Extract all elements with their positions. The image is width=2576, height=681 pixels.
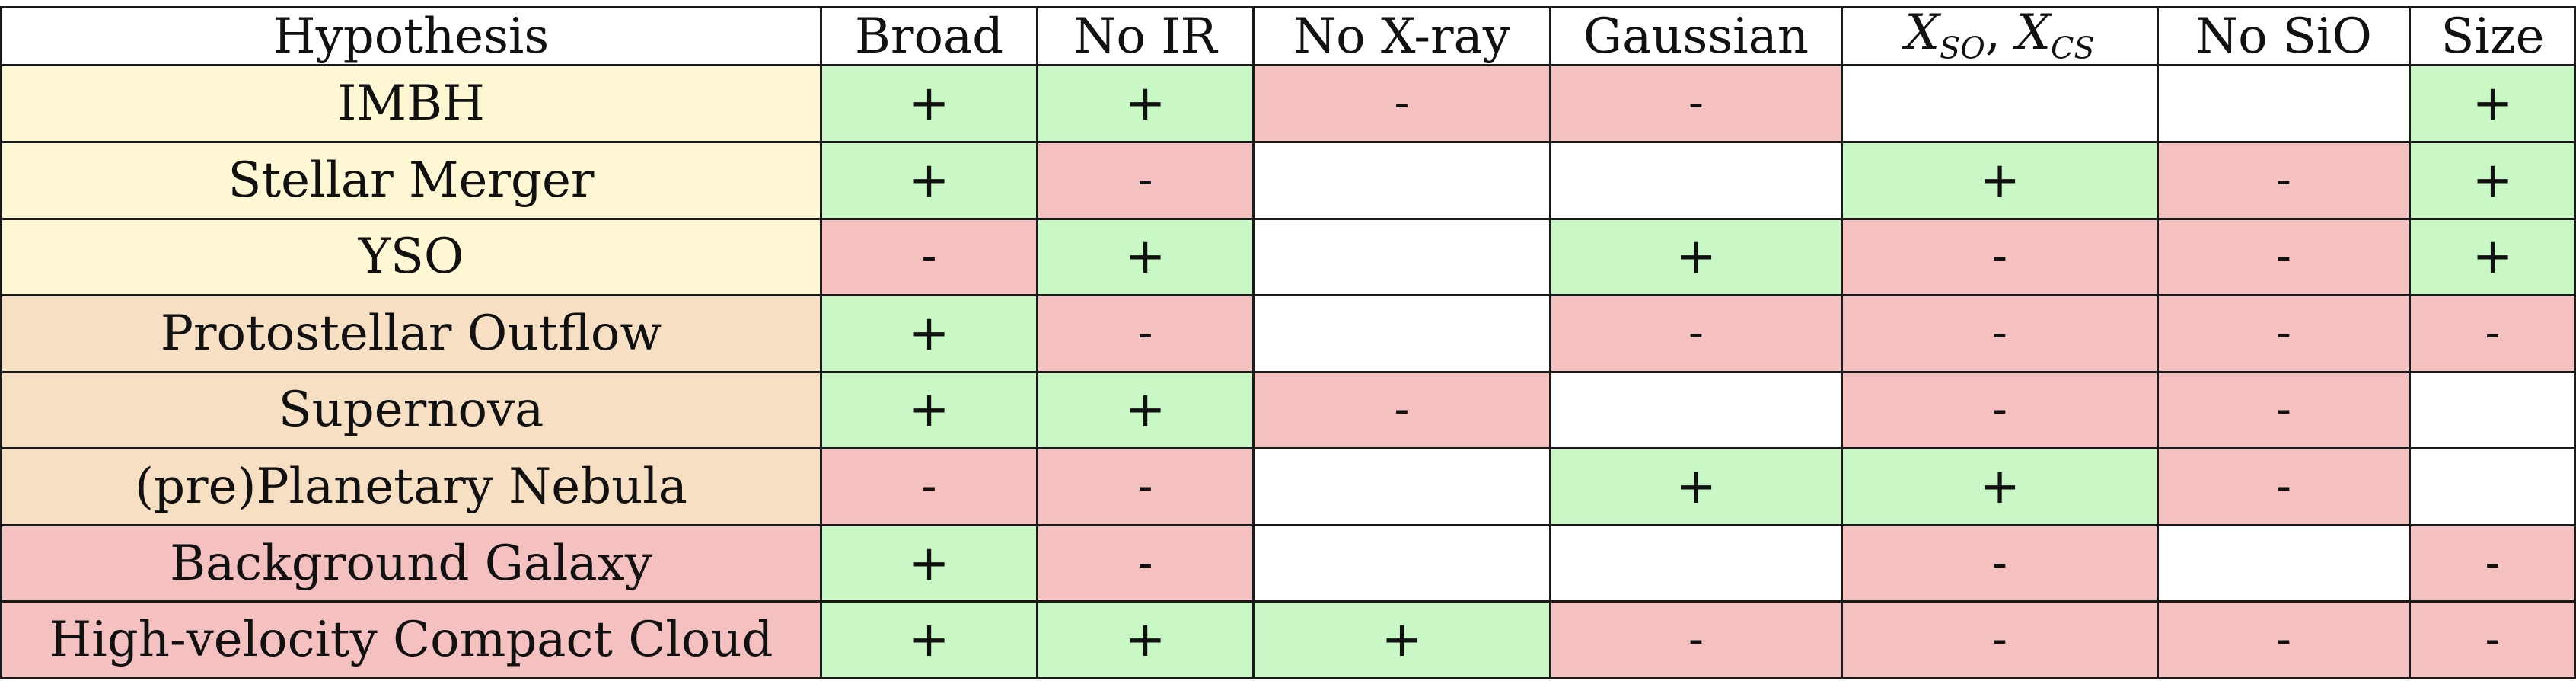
no-sio-cell: -	[2157, 370, 2411, 450]
no-sio-cell: -	[2157, 140, 2411, 220]
header-hypothesis: Hypothesis	[0, 5, 822, 67]
gaussian-cell: +	[1549, 217, 1843, 297]
x-cs-symbol: XCS	[2016, 7, 2095, 66]
no-sio-cell: -	[2157, 217, 2411, 297]
no-ir-cell: -	[1036, 523, 1255, 603]
gaussian-cell	[1549, 370, 1843, 450]
no-sio-cell: -	[2157, 447, 2411, 526]
x-so-x-cs-cell: -	[1841, 600, 2159, 679]
no-sio-cell: -	[2157, 294, 2411, 373]
header-broad: Broad	[820, 5, 1038, 67]
no-ir-cell: +	[1036, 600, 1255, 679]
hypothesis-name: Stellar Merger	[0, 140, 822, 220]
no-xray-cell	[1252, 294, 1551, 373]
broad-cell: +	[820, 600, 1038, 679]
table-row: IMBH + + - - +	[0, 64, 2576, 143]
gaussian-cell: +	[1549, 447, 1843, 526]
no-ir-cell: -	[1036, 294, 1255, 373]
x-so-x-cs-cell: -	[1841, 370, 2159, 450]
no-xray-cell	[1252, 447, 1551, 526]
size-cell: +	[2409, 64, 2576, 143]
size-cell	[2409, 370, 2576, 450]
size-cell: -	[2409, 523, 2576, 603]
gaussian-cell	[1549, 140, 1843, 220]
no-xray-cell	[1252, 523, 1551, 603]
gaussian-cell	[1549, 523, 1843, 603]
no-sio-cell	[2157, 64, 2411, 143]
broad-cell: +	[820, 370, 1038, 450]
gaussian-cell: -	[1549, 294, 1843, 373]
no-ir-cell: +	[1036, 370, 1255, 450]
no-xray-cell: +	[1252, 600, 1551, 679]
header-size: Size	[2409, 5, 2576, 67]
table-row: Protostellar Outflow + - - - - -	[0, 294, 2576, 373]
no-sio-cell	[2157, 523, 2411, 603]
table-row: YSO - + + - - +	[0, 217, 2576, 297]
no-ir-cell: -	[1036, 447, 1255, 526]
header-row: Hypothesis Broad No IR No X-ray Gaussian…	[0, 5, 2576, 67]
no-ir-cell: +	[1036, 217, 1255, 297]
table-row: Stellar Merger + - + - +	[0, 140, 2576, 220]
no-sio-cell: -	[2157, 600, 2411, 679]
x-so-x-cs-cell: -	[1841, 294, 2159, 373]
header-no-xray: No X-ray	[1252, 5, 1551, 67]
header-no-ir: No IR	[1036, 5, 1255, 67]
header-x-so-x-cs: XSO, XCS	[1841, 5, 2159, 67]
gaussian-cell: -	[1549, 64, 1843, 143]
hypothesis-name: Supernova	[0, 370, 822, 450]
size-cell: -	[2409, 294, 2576, 373]
no-xray-cell	[1252, 140, 1551, 220]
table-row: High-velocity Compact Cloud + + + - - - …	[0, 600, 2576, 679]
broad-cell: +	[820, 140, 1038, 220]
no-ir-cell: +	[1036, 64, 1255, 143]
hypothesis-name: Background Galaxy	[0, 523, 822, 603]
hypothesis-name: High-velocity Compact Cloud	[0, 600, 822, 679]
broad-cell: +	[820, 294, 1038, 373]
table-row: (pre)Planetary Nebula - - + + -	[0, 447, 2576, 526]
x-so-x-cs-cell: -	[1841, 523, 2159, 603]
no-ir-cell: -	[1036, 140, 1255, 220]
table-row: Supernova + + - - -	[0, 370, 2576, 450]
size-cell: -	[2409, 600, 2576, 679]
broad-cell: +	[820, 64, 1038, 143]
broad-cell: -	[820, 217, 1038, 297]
hypothesis-name: Protostellar Outflow	[0, 294, 822, 373]
x-so-x-cs-cell: -	[1841, 217, 2159, 297]
header-gaussian: Gaussian	[1549, 5, 1843, 67]
hypothesis-name: IMBH	[0, 64, 822, 143]
table-row: Background Galaxy + - - -	[0, 523, 2576, 603]
size-cell	[2409, 447, 2576, 526]
hypothesis-name: (pre)Planetary Nebula	[0, 447, 822, 526]
no-xray-cell: -	[1252, 64, 1551, 143]
x-so-symbol: XSO	[1905, 7, 1985, 66]
hypothesis-table: Hypothesis Broad No IR No X-ray Gaussian…	[0, 5, 2576, 679]
broad-cell: -	[820, 447, 1038, 526]
x-so-x-cs-cell	[1841, 64, 2159, 143]
broad-cell: +	[820, 523, 1038, 603]
hypothesis-name: YSO	[0, 217, 822, 297]
size-cell: +	[2409, 217, 2576, 297]
x-so-x-cs-cell: +	[1841, 447, 2159, 526]
header-no-sio: No SiO	[2157, 5, 2411, 67]
size-cell: +	[2409, 140, 2576, 220]
gaussian-cell: -	[1549, 600, 1843, 679]
no-xray-cell	[1252, 217, 1551, 297]
no-xray-cell: -	[1252, 370, 1551, 450]
x-so-x-cs-cell: +	[1841, 140, 2159, 220]
